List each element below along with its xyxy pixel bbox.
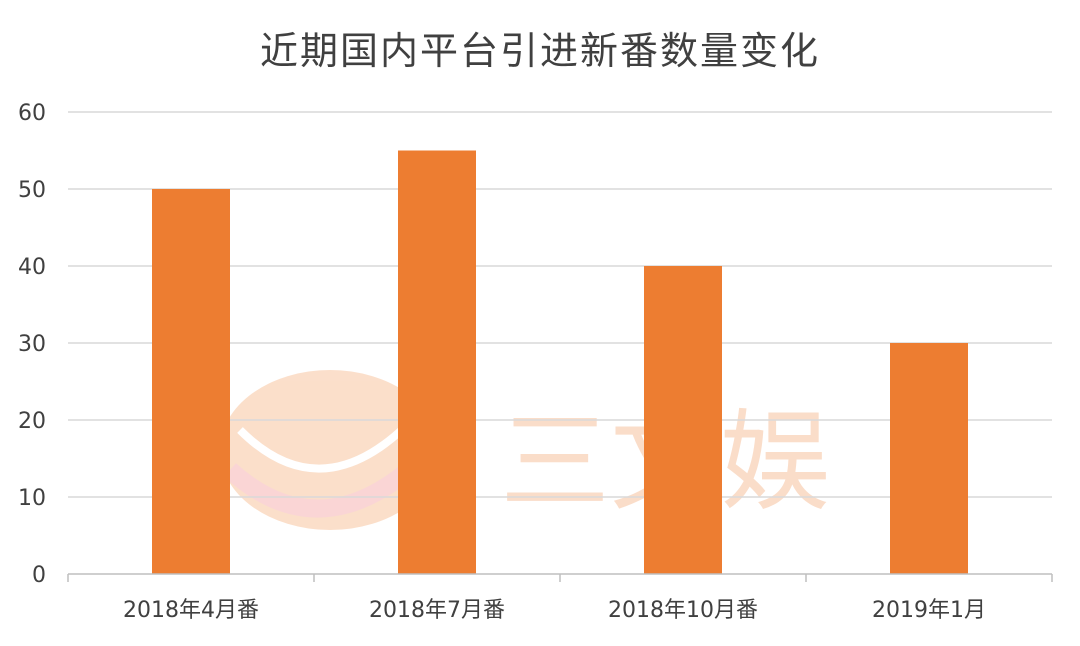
- x-tick-label: 2018年7月番: [369, 598, 505, 623]
- chart-title: 近期国内平台引进新番数量变化: [259, 29, 820, 73]
- bar: [152, 189, 230, 574]
- y-tick-label: 30: [18, 332, 46, 357]
- x-tick-label: 2019年1月: [872, 598, 986, 623]
- y-tick-label: 40: [18, 255, 46, 280]
- bar: [890, 343, 968, 574]
- x-axis: [67, 573, 1053, 582]
- x-tick-label: 2018年4月番: [123, 598, 259, 623]
- y-tick-label: 20: [18, 409, 46, 434]
- y-tick-label: 60: [18, 101, 46, 126]
- y-tick-label: 0: [32, 563, 46, 588]
- bars: [152, 150, 968, 574]
- y-tick-label: 50: [18, 178, 46, 203]
- bar: [398, 150, 476, 574]
- y-tick-label: 10: [18, 486, 46, 511]
- y-axis-ticks: 0 10 20 30 40 50 60: [18, 101, 46, 588]
- x-axis-labels: 2018年4月番 2018年7月番 2018年10月番 2019年1月: [123, 598, 986, 623]
- x-tick-label: 2018年10月番: [608, 598, 758, 623]
- gridlines: [68, 111, 1052, 498]
- bar: [644, 266, 722, 574]
